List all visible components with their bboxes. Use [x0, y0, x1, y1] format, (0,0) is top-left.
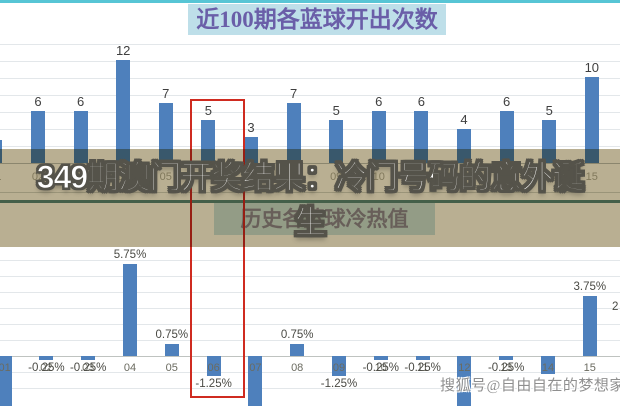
chart1-value-label: 3 — [247, 120, 255, 136]
chart2-axis-label: 03 — [82, 362, 95, 374]
chart1-gridline — [0, 128, 620, 130]
chart2-gridline — [0, 388, 620, 389]
chart2-axis-label: 09 — [332, 362, 346, 374]
chart2-gridline — [0, 356, 620, 357]
chart2-bar-13 — [499, 356, 514, 360]
chart2-bar-03 — [81, 356, 96, 360]
chart1-gridline — [0, 145, 620, 147]
chart2-value-label: 5.75% — [113, 249, 147, 261]
chart1-bar-05 — [158, 102, 173, 163]
chart2-bar-01 — [0, 356, 12, 406]
chart2-value-label: 3.75% — [573, 281, 607, 293]
chart2-gridline — [0, 260, 620, 261]
chart1-value-label: 6 — [502, 94, 511, 110]
chart2-value-label: -1.25% — [195, 378, 232, 390]
chart1-gridline — [0, 94, 620, 96]
chart2-axis-label: 11 — [416, 362, 429, 374]
chart2-value-label: 0.75% — [280, 329, 314, 341]
chart1-bar-08 — [286, 102, 301, 163]
chart2-bar-02 — [39, 356, 54, 360]
headline-line1: 349期澳门开奖结果：冷门号码的意外诞 — [36, 159, 584, 196]
chart2-bar-10 — [373, 356, 388, 360]
chart1-value-label: 4 — [460, 111, 468, 127]
chart2-gridline — [0, 340, 620, 341]
chart2-value-label: -0.25% — [487, 362, 525, 374]
chart2-bar-14 — [541, 356, 555, 374]
chart1-value-label: 7 — [162, 85, 170, 101]
chart2-bar-06 — [206, 356, 221, 376]
chart2-axis-label: 01 — [0, 362, 11, 374]
chart1-value-label: 10 — [584, 60, 600, 75]
chart1-title: 近100期各蓝球开出次数 — [188, 4, 446, 35]
chart1-gridline — [0, 60, 620, 62]
chart2-axis-label: 13 — [500, 362, 513, 374]
chart1-value-label: 5 — [332, 103, 340, 118]
chart2-axis-label: 05 — [165, 362, 178, 374]
chart1-gridline — [0, 43, 620, 45]
chart2-value-label: 0.75% — [155, 329, 189, 341]
chart2-gridline — [0, 292, 620, 293]
headline-line2: 生 — [294, 204, 327, 241]
chart2-axis-label: 12 — [458, 362, 471, 374]
chart1-value-label: 6 — [417, 94, 425, 110]
chart2-gridline — [0, 372, 620, 373]
chart1-gridline — [0, 111, 620, 113]
chart2-bar-08 — [290, 344, 305, 356]
chart2-gridline — [0, 276, 620, 277]
chart2-bar-04 — [123, 264, 137, 356]
chart2-gridline — [0, 308, 620, 309]
watermark-text: 搜狐号@自由自在的梦想家 — [440, 378, 620, 394]
chart2-axis-label: 10 — [374, 362, 387, 374]
cropped-value-label: 2 — [612, 301, 619, 313]
chart1-bar-15 — [584, 77, 599, 163]
chart2-axis-label: 08 — [291, 362, 304, 374]
chart2-bar-11 — [415, 356, 430, 360]
chart2-axis-label: 02 — [40, 362, 53, 374]
chart2-value-label: -0.25% — [28, 362, 65, 374]
chart2-gridline — [0, 324, 620, 325]
chart2-value-label: -0.25% — [69, 362, 107, 374]
headline-text: 349期澳门开奖结果：冷门号码的意外诞 生 — [0, 155, 620, 245]
chart2-bar-07 — [248, 356, 263, 406]
chart2-bar-15 — [582, 296, 597, 356]
chart2-axis-label: 14 — [541, 362, 555, 374]
chart2-bar-12 — [457, 356, 472, 406]
chart1-bar-04 — [116, 59, 131, 163]
chart2-axis-label: 06 — [207, 362, 220, 374]
chart2-axis-label: 04 — [123, 362, 137, 374]
chart1-gridline — [0, 77, 620, 79]
chart1-value-label: 6 — [34, 94, 42, 110]
chart1-value-label: 6 — [375, 94, 383, 110]
chart2-value-label: -0.25% — [362, 362, 400, 374]
chart2-value-label: -0.25% — [404, 362, 441, 374]
chart2-bar-05 — [164, 344, 179, 356]
chart1-value-label: 6 — [76, 94, 85, 110]
top-border-line — [0, 0, 620, 3]
chart2-axis-label: 15 — [583, 362, 596, 374]
chart1-value-label: 5 — [204, 103, 212, 118]
chart2-bar-09 — [332, 356, 346, 376]
highlight-rectangle — [190, 99, 245, 398]
chart2-value-label: -1.25% — [320, 378, 358, 390]
chart1-value-label: 12 — [115, 42, 131, 58]
tan-overlay-band — [0, 149, 620, 247]
chart1-value-label: 5 — [545, 103, 553, 118]
chart1-value-label: 7 — [289, 85, 298, 101]
chart2-axis-label: 07 — [249, 362, 262, 374]
